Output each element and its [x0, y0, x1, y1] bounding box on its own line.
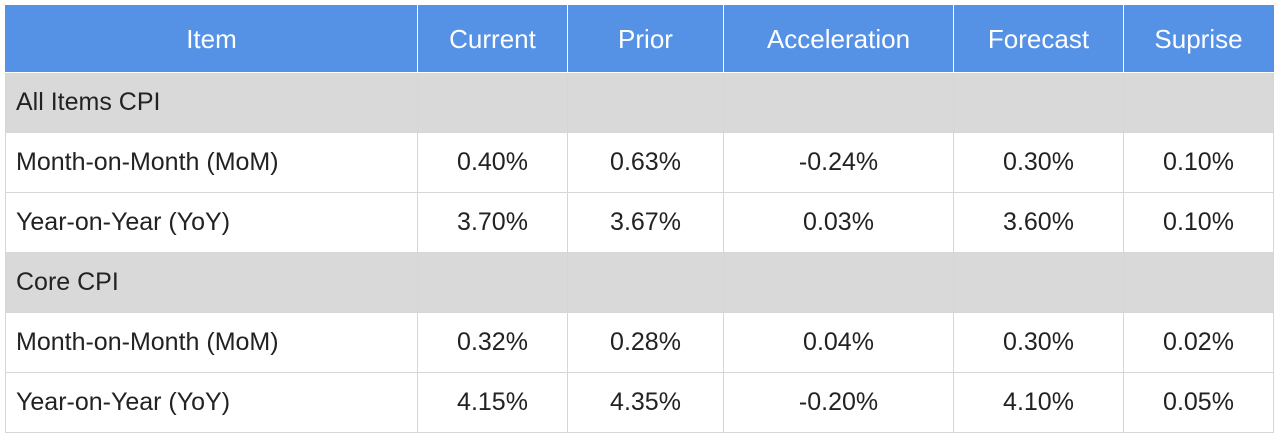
empty-cell	[1123, 72, 1274, 133]
acceleration-cell: -0.24%	[723, 132, 954, 193]
prior-cell: 0.63%	[567, 132, 724, 193]
prior-cell: 3.67%	[567, 192, 724, 253]
surprise-cell: 0.02%	[1123, 312, 1274, 373]
table-row: Year-on-Year (YoY) 3.70% 3.67% 0.03% 3.6…	[5, 192, 1274, 253]
header-current: Current	[417, 5, 568, 73]
prior-cell: 4.35%	[567, 372, 724, 433]
header-prior: Prior	[567, 5, 724, 73]
table-row: Month-on-Month (MoM) 0.32% 0.28% 0.04% 0…	[5, 312, 1274, 373]
acceleration-cell: 0.03%	[723, 192, 954, 253]
header-row: Item Current Prior Acceleration Forecast…	[5, 5, 1274, 73]
empty-cell	[417, 72, 568, 133]
prior-cell: 0.28%	[567, 312, 724, 373]
row-label: Month-on-Month (MoM)	[5, 132, 418, 193]
section-label: All Items CPI	[5, 72, 418, 133]
table-row: Month-on-Month (MoM) 0.40% 0.63% -0.24% …	[5, 132, 1274, 193]
forecast-cell: 3.60%	[953, 192, 1124, 253]
header-forecast: Forecast	[953, 5, 1124, 73]
row-label: Year-on-Year (YoY)	[5, 192, 418, 253]
header-surprise: Suprise	[1123, 5, 1274, 73]
section-label: Core CPI	[5, 252, 418, 313]
empty-cell	[567, 252, 724, 313]
forecast-cell: 4.10%	[953, 372, 1124, 433]
current-cell: 4.15%	[417, 372, 568, 433]
forecast-cell: 0.30%	[953, 132, 1124, 193]
empty-cell	[723, 252, 954, 313]
empty-cell	[953, 72, 1124, 133]
section-row-core-cpi: Core CPI	[5, 252, 1274, 313]
header-item: Item	[5, 5, 418, 73]
surprise-cell: 0.10%	[1123, 192, 1274, 253]
row-label: Month-on-Month (MoM)	[5, 312, 418, 373]
current-cell: 0.32%	[417, 312, 568, 373]
row-label: Year-on-Year (YoY)	[5, 372, 418, 433]
acceleration-cell: 0.04%	[723, 312, 954, 373]
empty-cell	[953, 252, 1124, 313]
section-row-all-items-cpi: All Items CPI	[5, 72, 1274, 133]
current-cell: 3.70%	[417, 192, 568, 253]
acceleration-cell: -0.20%	[723, 372, 954, 433]
empty-cell	[567, 72, 724, 133]
empty-cell	[723, 72, 954, 133]
table-row: Year-on-Year (YoY) 4.15% 4.35% -0.20% 4.…	[5, 372, 1274, 433]
current-cell: 0.40%	[417, 132, 568, 193]
empty-cell	[1123, 252, 1274, 313]
forecast-cell: 0.30%	[953, 312, 1124, 373]
surprise-cell: 0.10%	[1123, 132, 1274, 193]
surprise-cell: 0.05%	[1123, 372, 1274, 433]
cpi-table: Item Current Prior Acceleration Forecast…	[5, 5, 1274, 433]
header-acceleration: Acceleration	[723, 5, 954, 73]
empty-cell	[417, 252, 568, 313]
